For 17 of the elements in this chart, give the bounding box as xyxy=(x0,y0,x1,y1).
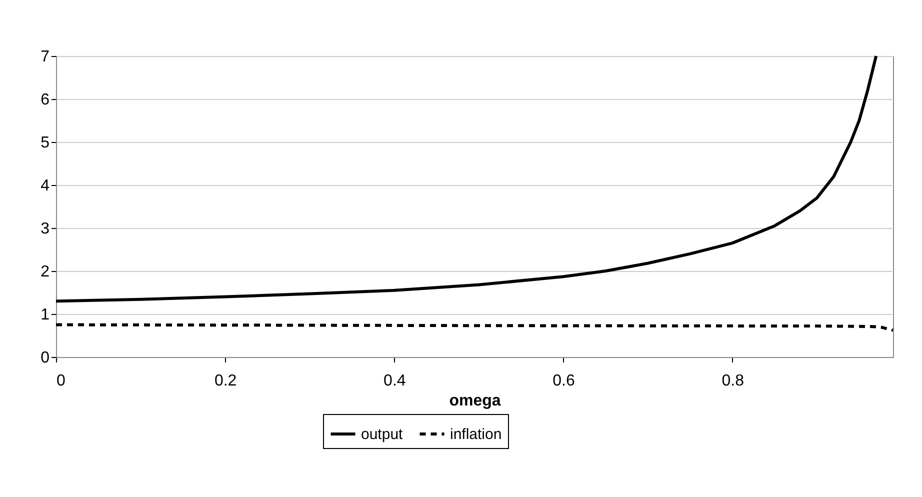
y-tick-label: 6 xyxy=(40,92,50,108)
x-tick-label: 0.8 xyxy=(722,372,744,390)
legend-label: inflation xyxy=(450,426,502,443)
line-series xyxy=(54,54,878,303)
y-tick-label: 5 xyxy=(40,134,50,152)
legend-label: output xyxy=(361,426,404,443)
y-tick-label: 7 xyxy=(40,48,50,66)
y-tick-label: 2 xyxy=(40,264,50,280)
x-tick-label: 0 xyxy=(56,372,66,390)
y-tick-label: 0 xyxy=(40,350,50,366)
y-tick-label: 4 xyxy=(40,178,50,194)
x-axis-title: omega xyxy=(449,392,501,410)
x-tick-label: 0.2 xyxy=(214,372,237,390)
x-tick-label: 0.6 xyxy=(552,372,575,390)
y-tick-label: 3 xyxy=(40,220,50,238)
y-tick-label: 1 xyxy=(40,306,50,324)
x-tick-label: 0.4 xyxy=(384,372,406,390)
